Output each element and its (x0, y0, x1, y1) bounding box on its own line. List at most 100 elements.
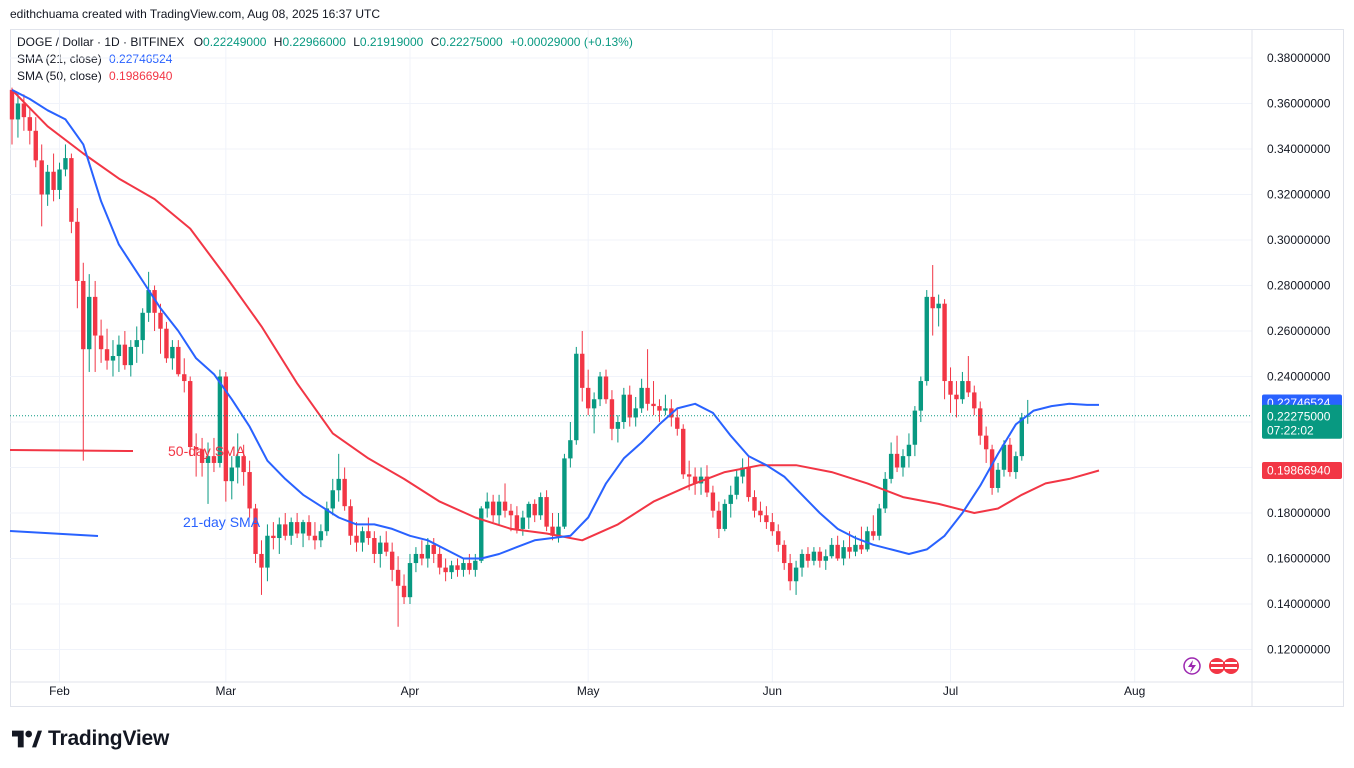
candle-body (936, 303, 941, 309)
candle-body (633, 408, 638, 418)
y-tick-label: 0.14000000 (1267, 597, 1331, 611)
candle-body (514, 515, 520, 529)
candle-body (574, 353, 579, 441)
candle-body (265, 535, 270, 568)
legend-high-label: H (273, 35, 283, 49)
candle-body (39, 160, 44, 195)
candle-body (960, 381, 965, 400)
candle-body (811, 551, 817, 561)
candle-body (716, 510, 722, 529)
candle-body (544, 497, 549, 527)
countdown-badge-text: 07:22:02 (1267, 424, 1314, 438)
candle-body (853, 544, 858, 552)
tradingview-logo-icon (12, 730, 42, 748)
sma21-label-segment (9, 530, 99, 537)
candle-body (538, 497, 543, 516)
flag-stripe (1225, 662, 1237, 664)
x-tick-label: Mar (216, 684, 237, 698)
us-flag-icon-2[interactable] (1223, 658, 1239, 674)
candle-body (978, 408, 983, 436)
candle-body (15, 103, 21, 120)
legend-symbol: DOGE / Dollar · 1D · BITFINEX (17, 35, 185, 49)
candle-body (366, 531, 371, 539)
y-tick-label: 0.12000000 (1267, 643, 1331, 657)
candle-body (211, 456, 217, 463)
candle-body (425, 544, 430, 559)
candle-body (918, 381, 924, 411)
legend-close-label: C (430, 35, 440, 49)
candle-body (253, 508, 258, 554)
candle-body (871, 531, 876, 536)
y-tick-label: 0.32000000 (1267, 188, 1331, 202)
candle-body (912, 410, 918, 445)
candle-body (888, 453, 894, 479)
y-tick-label: 0.38000000 (1267, 51, 1331, 65)
candle-body (526, 503, 531, 518)
candle-body (33, 130, 38, 161)
candle-body (829, 544, 834, 557)
candle-body (395, 569, 401, 586)
candle-body (989, 449, 995, 488)
y-tick-label: 0.30000000 (1267, 233, 1331, 247)
candle-body (247, 472, 252, 509)
candle-body (342, 478, 347, 507)
candle-body (663, 408, 668, 411)
candle-body (318, 531, 324, 541)
us-flag-icon[interactable] (1209, 658, 1225, 674)
candle-body (288, 522, 294, 536)
candle-body (1019, 417, 1024, 457)
candle-body (69, 158, 74, 222)
candle-body (621, 394, 627, 422)
candle-body (859, 544, 864, 550)
candle-body (431, 544, 436, 554)
candle-body (556, 526, 561, 536)
candle-body (995, 469, 1001, 488)
candle-body (823, 556, 828, 561)
candle-body (21, 103, 27, 118)
candle-body (300, 522, 306, 534)
legend-open-label: O (193, 35, 204, 49)
candle-body (597, 376, 603, 400)
last-price-badge-bg (1262, 404, 1342, 439)
candle-body (793, 567, 799, 582)
sma50-annotation: 50-day SMA (168, 443, 246, 459)
candle-body (235, 456, 240, 468)
candle-body (146, 290, 151, 313)
candle-body (764, 515, 769, 523)
candle-body (865, 531, 870, 550)
candle-body (158, 312, 163, 329)
candle-body (645, 387, 650, 404)
candle-body (882, 478, 888, 509)
candle-body (104, 349, 110, 361)
candle-body (776, 531, 781, 545)
candle-body (847, 547, 852, 552)
candle-body (906, 444, 912, 457)
lightning-icon[interactable] (1183, 657, 1201, 675)
candle-body (199, 449, 205, 463)
x-tick-label: Apr (401, 684, 420, 698)
flag-stripe (1211, 667, 1223, 669)
candle-body (983, 435, 989, 450)
candle-body (805, 553, 811, 561)
candle-body (817, 551, 823, 561)
candle-body (134, 340, 139, 347)
candle-body (627, 394, 632, 418)
candle-body (152, 290, 157, 313)
x-tick-label: Jun (763, 684, 782, 698)
candle-body (692, 476, 698, 484)
tradingview-logo[interactable]: TradingView (12, 727, 169, 751)
x-tick-label: Jul (943, 684, 958, 698)
candle-body (835, 544, 840, 559)
candle-body (283, 524, 288, 536)
candle-body (45, 171, 50, 195)
candle-body (182, 374, 187, 382)
chart-frame[interactable] (10, 29, 1344, 707)
candle-body (972, 392, 977, 409)
candle-body (467, 563, 472, 570)
sma21-line[interactable] (11, 89, 1099, 560)
x-tick-label: May (577, 684, 600, 698)
candle-body (479, 508, 484, 561)
candle-body (336, 478, 341, 491)
sma50-line[interactable] (11, 89, 1100, 542)
